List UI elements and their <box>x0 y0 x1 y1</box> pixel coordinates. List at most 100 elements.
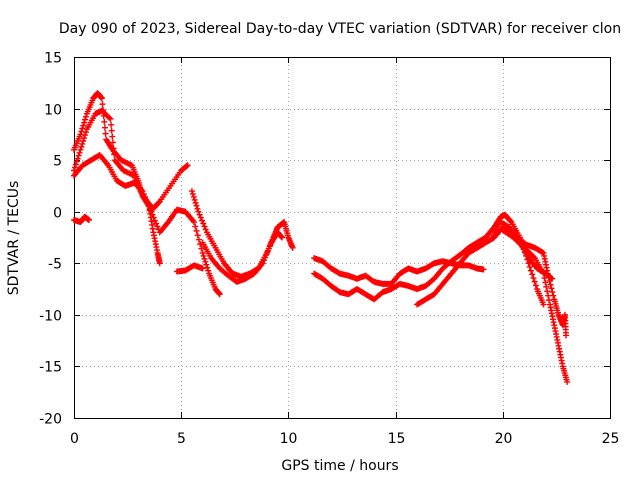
data-point <box>546 297 553 304</box>
x-axis-label: GPS time / hours <box>281 458 398 474</box>
data-point <box>82 116 89 123</box>
data-point <box>199 217 206 224</box>
data-point <box>527 267 534 274</box>
data-point <box>549 289 556 296</box>
data-point <box>102 130 109 137</box>
data-point <box>79 140 86 147</box>
plot-frame <box>74 57 611 419</box>
data-point <box>142 193 149 200</box>
data-point <box>267 242 274 249</box>
data-point <box>155 199 162 206</box>
data-point <box>148 208 155 215</box>
data-point <box>507 217 514 224</box>
data-point <box>183 163 190 170</box>
data-point <box>109 139 116 146</box>
data-point <box>529 271 536 278</box>
data-point <box>545 274 552 281</box>
tick-layer <box>74 57 611 419</box>
data-point <box>544 288 551 295</box>
data-point <box>543 283 550 290</box>
data-point <box>200 220 207 227</box>
data-point <box>138 186 145 193</box>
data-point <box>77 131 84 138</box>
y-axis-label: SDTVAR / TECUs <box>6 181 22 296</box>
data-point <box>101 124 108 131</box>
data-point <box>74 155 81 162</box>
data-point <box>259 260 266 267</box>
x-tick-labels: 0 5 10 15 20 25 <box>70 431 619 447</box>
data-point <box>184 162 191 169</box>
y-tick-label: -15 <box>39 360 62 376</box>
data-point <box>146 205 153 212</box>
data-point <box>143 196 150 203</box>
data-point <box>539 249 546 256</box>
data-point <box>531 278 538 285</box>
data-point <box>264 248 271 255</box>
data-point <box>140 191 147 198</box>
data-point <box>188 188 195 195</box>
data-marks <box>71 90 571 385</box>
data-point <box>111 151 118 158</box>
x-tick-label: 0 <box>70 431 79 447</box>
data-point <box>86 216 93 223</box>
data-point <box>526 263 533 270</box>
y-tick-label: 5 <box>53 154 62 170</box>
series-track-g <box>173 262 206 275</box>
data-point <box>109 133 116 140</box>
data-point <box>199 265 206 272</box>
data-point <box>199 249 206 256</box>
data-point <box>278 234 285 241</box>
data-point <box>260 257 267 264</box>
data-point <box>81 119 88 126</box>
data-point <box>547 281 554 288</box>
data-point <box>194 205 201 212</box>
data-point <box>73 158 80 165</box>
data-point <box>197 214 204 221</box>
data-point <box>546 277 553 284</box>
series-track-k <box>489 219 570 339</box>
data-point <box>108 121 115 128</box>
data-point <box>196 211 203 218</box>
data-point <box>216 291 223 298</box>
data-point <box>101 118 108 125</box>
data-point <box>198 245 205 252</box>
data-point <box>194 232 201 239</box>
data-point <box>156 260 163 267</box>
y-tick-label: -10 <box>39 309 62 325</box>
data-point <box>75 152 82 159</box>
data-point <box>548 285 555 292</box>
data-point <box>189 191 196 198</box>
data-point <box>149 211 156 218</box>
data-point <box>71 164 78 171</box>
data-point <box>82 113 89 120</box>
data-point <box>153 220 160 227</box>
data-point <box>204 264 211 271</box>
data-point <box>192 223 199 230</box>
y-tick-label: -20 <box>39 412 62 428</box>
data-point <box>98 95 105 102</box>
series-track-i <box>311 211 547 308</box>
y-tick-label: 0 <box>53 206 62 222</box>
data-point <box>76 149 83 156</box>
data-point <box>540 270 547 277</box>
data-point <box>144 199 151 206</box>
data-point <box>542 279 549 286</box>
y-tick-label: -5 <box>48 257 62 273</box>
data-point <box>154 223 161 230</box>
data-point <box>564 378 571 385</box>
series-track-f <box>199 229 285 285</box>
x-tick-label: 5 <box>177 431 186 447</box>
x-tick-label: 10 <box>280 431 298 447</box>
data-point <box>262 254 269 261</box>
data-point <box>82 129 89 136</box>
data-point <box>80 122 87 129</box>
data-point <box>265 245 272 252</box>
data-point <box>480 266 487 273</box>
data-point <box>202 258 209 265</box>
y-tick-label: 10 <box>44 103 62 119</box>
data-point <box>541 275 548 282</box>
x-tick-label: 25 <box>602 431 620 447</box>
data-point <box>201 255 208 262</box>
data-point <box>191 196 198 203</box>
data-point <box>195 236 202 243</box>
